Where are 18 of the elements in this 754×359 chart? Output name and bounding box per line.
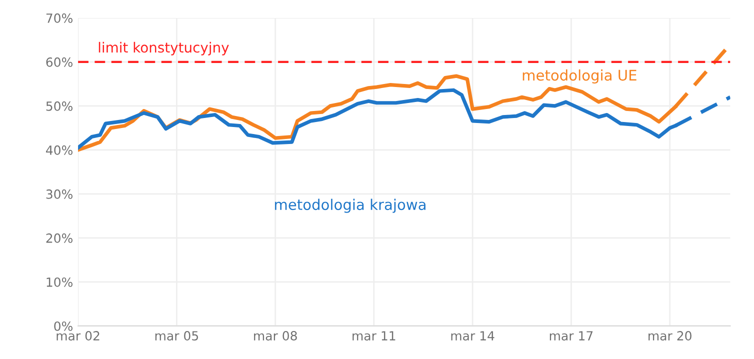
y-tick-label: 60% [46, 57, 72, 67]
y-tick-label: 20% [46, 233, 72, 243]
x-tick-label: mar 14 [451, 331, 494, 341]
x-tick-label: mar 17 [550, 331, 593, 341]
y-tick-label: 30% [46, 189, 72, 199]
x-tick-label: mar 20 [648, 331, 692, 341]
y-tick-label: 10% [46, 277, 72, 287]
x-tick-label: mar 08 [254, 331, 297, 341]
ref-line-label: limit konstytucyjny [98, 42, 229, 56]
y-tick-label: 0% [54, 321, 72, 331]
text: metodologia krajowa [275, 198, 426, 213]
series-label: metodologia UE [522, 69, 636, 84]
x-tick-label: mar 02 [56, 331, 100, 341]
x-tick-label: mar 05 [155, 331, 198, 341]
y-tick-label: 70% [46, 13, 72, 23]
y-tick-label: 40% [46, 145, 72, 155]
y-tick-label: 50% [46, 101, 72, 111]
x-tick-label: mar 11 [352, 331, 396, 341]
